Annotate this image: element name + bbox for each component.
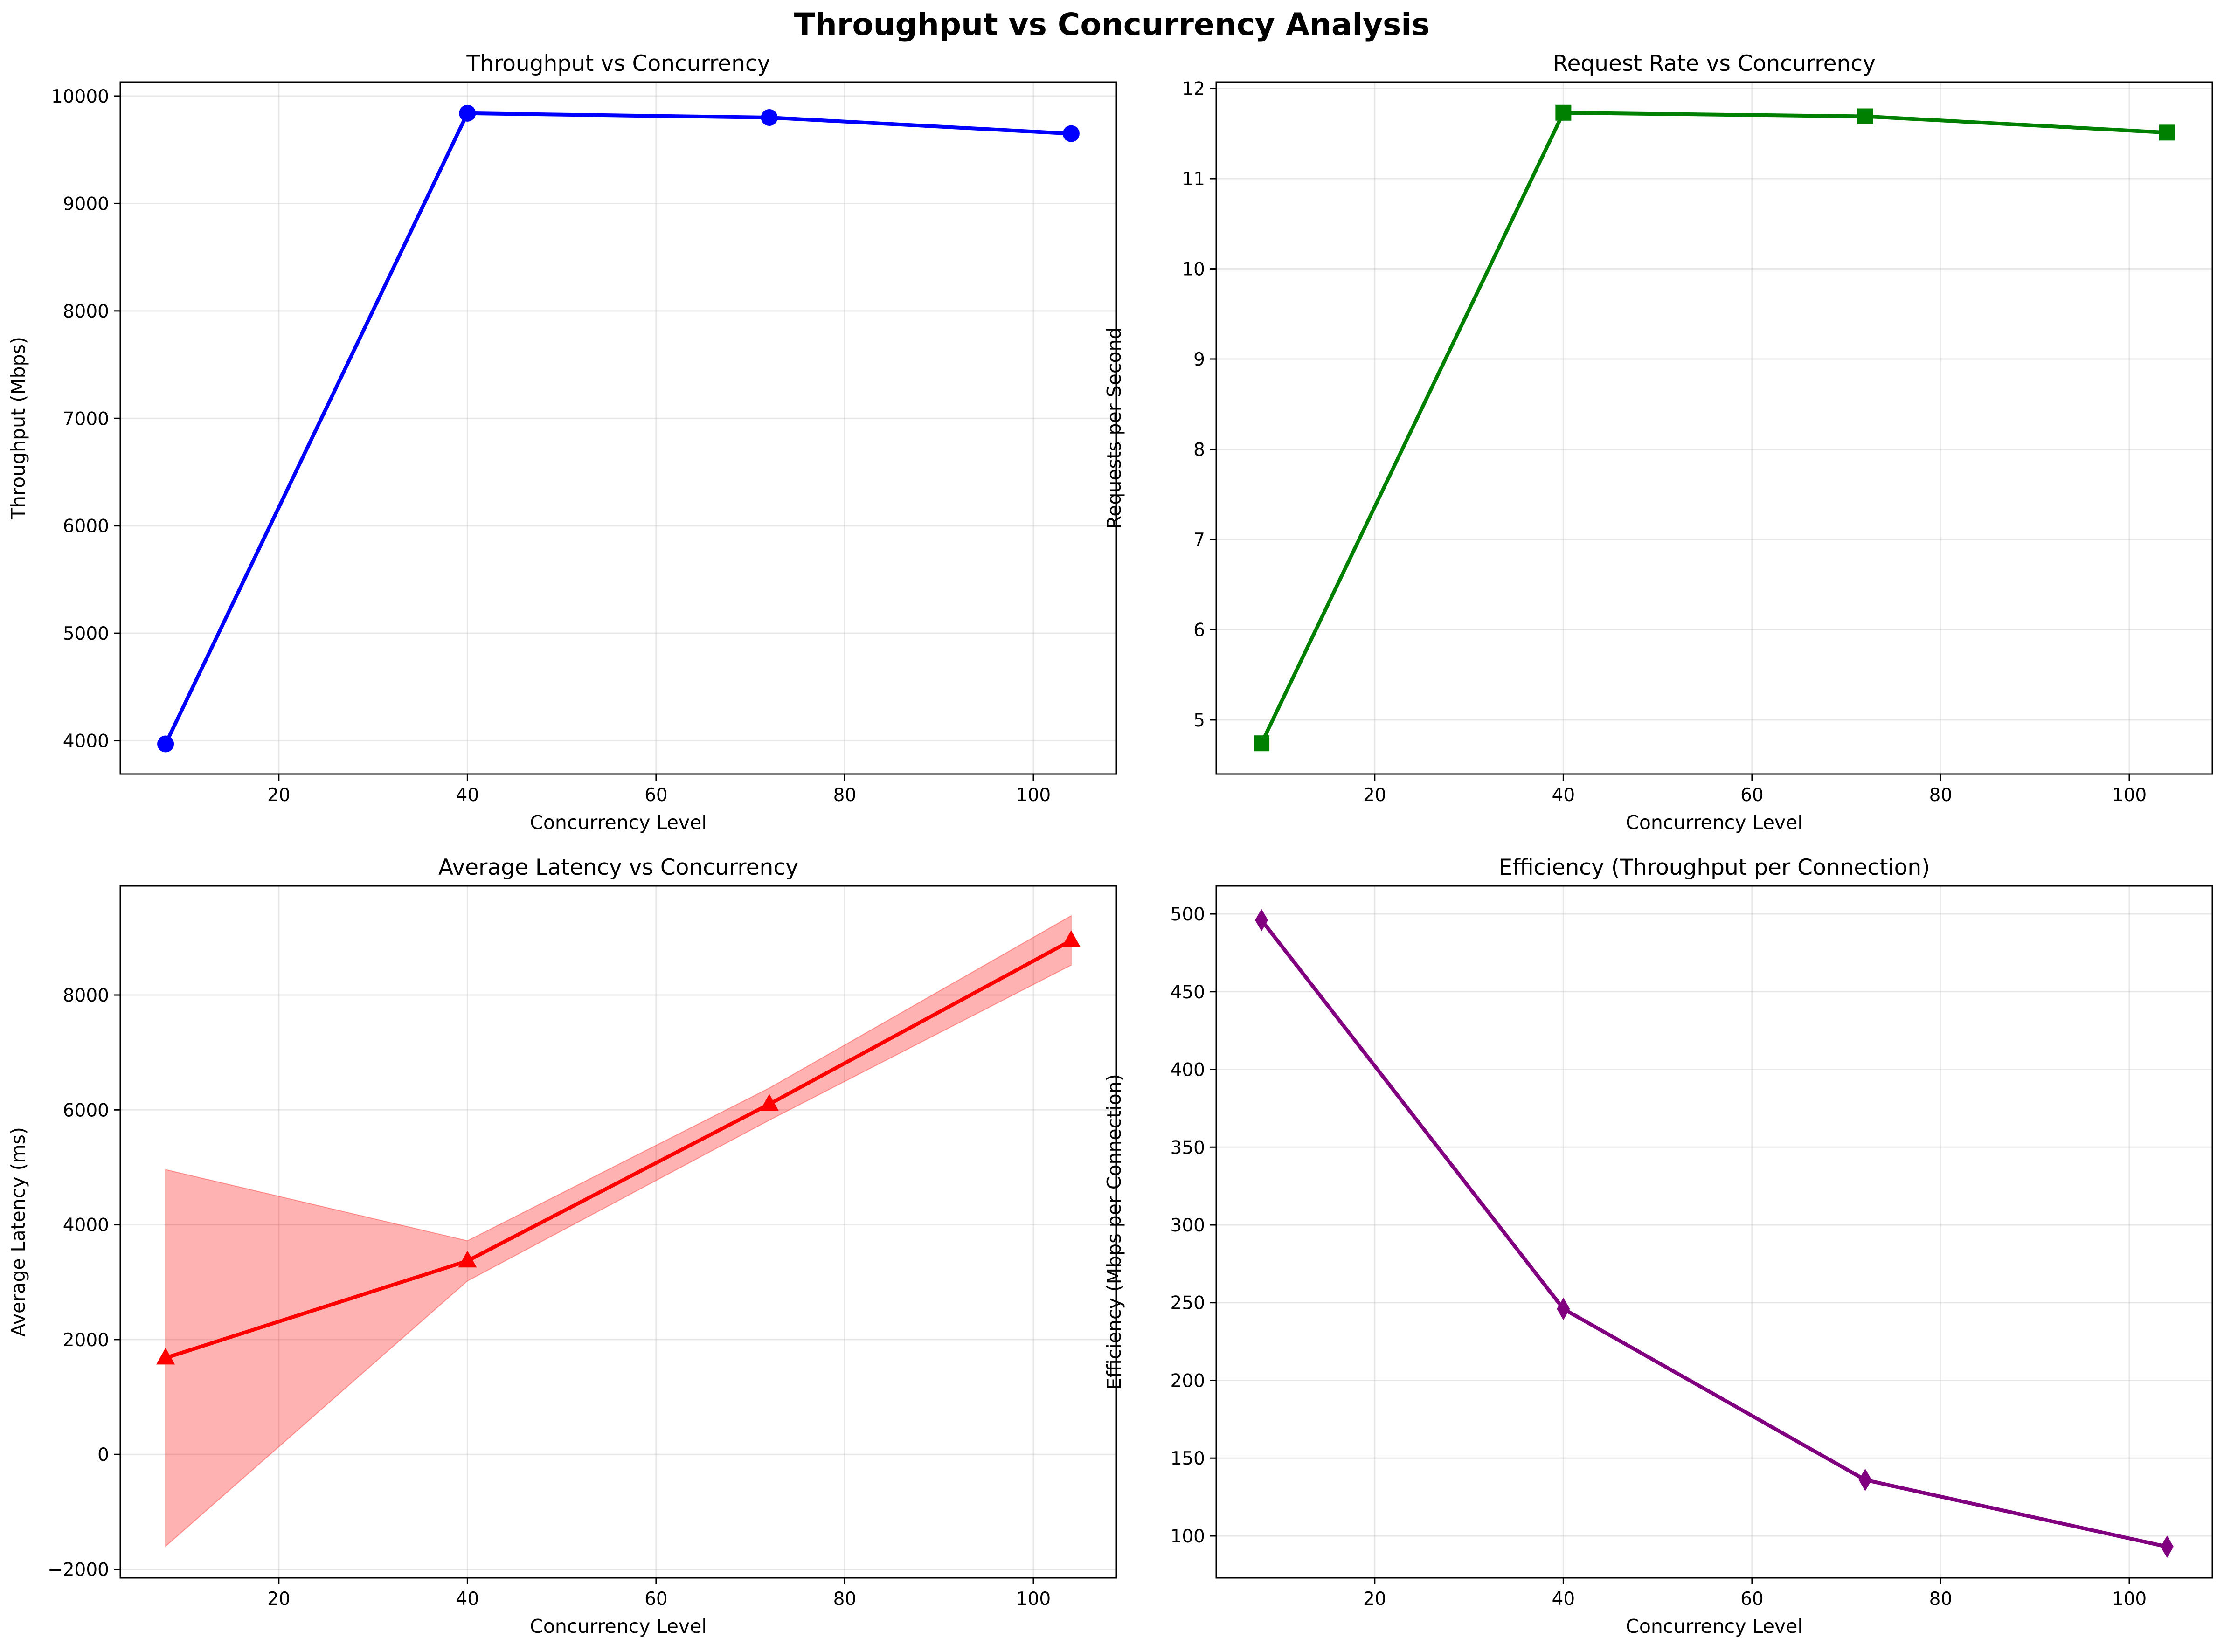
request-rate-axes-frame <box>1215 81 2213 775</box>
request-rate-ytick-label: 8 <box>1193 439 1205 460</box>
latency-xtick-label: 20 <box>267 1589 291 1610</box>
request-rate-xtick-label: 100 <box>2112 785 2147 806</box>
latency-ylabel: Average Latency (ms) <box>7 1127 29 1337</box>
throughput-xlabel: Concurrency Level <box>530 811 707 834</box>
throughput-series-line <box>164 111 1072 745</box>
request-rate-xtick-label: 20 <box>1363 785 1386 806</box>
throughput-ytick-label: 9000 <box>63 194 109 214</box>
request-rate-data-point <box>1857 108 1873 124</box>
efficiency-ytick-label: 450 <box>1171 982 1205 1003</box>
throughput-title: Throughput vs Concurrency <box>466 51 770 76</box>
latency-data-point <box>760 1093 779 1111</box>
latency-data-point <box>1061 930 1081 947</box>
latency-ytick-label: 0 <box>97 1445 109 1465</box>
throughput-data-point <box>761 109 778 126</box>
throughput-ytick-label: 7000 <box>63 408 109 429</box>
latency-xtick-label: 60 <box>644 1589 668 1610</box>
latency-ytick-label: 6000 <box>63 1100 109 1121</box>
efficiency-data-point <box>1858 1468 1872 1491</box>
request-rate-ytick-label: 12 <box>1182 79 1205 100</box>
request-rate-panel: 20 40 60 80 100 5 6 7 8 9 10 11 12 Request Rate vs Co… <box>1103 51 2213 834</box>
efficiency-data-point <box>2160 1535 2174 1558</box>
latency-data-point <box>156 1348 175 1365</box>
latency-title: Average Latency vs Concurrency <box>438 855 798 880</box>
throughput-xtick-label: 60 <box>644 785 668 806</box>
request-rate-data-point <box>2159 124 2175 141</box>
latency-ytick-label: −2000 <box>48 1560 109 1581</box>
latency-data-point <box>458 1251 477 1268</box>
efficiency-xtick-label: 80 <box>1929 1589 1953 1610</box>
efficiency-title: Efficiency (Throughput per Connection) <box>1499 855 1930 880</box>
throughput-xtick-label: 100 <box>1016 785 1051 806</box>
latency-xlabel: Concurrency Level <box>530 1615 707 1638</box>
request-rate-ylabel: Requests per Second <box>1103 327 1125 529</box>
latency-xtick-label: 40 <box>456 1589 479 1610</box>
efficiency-xtick-label: 100 <box>2112 1589 2147 1610</box>
request-rate-ytick-label: 7 <box>1193 530 1205 551</box>
throughput-ytick-label: 4000 <box>63 731 109 752</box>
throughput-ytick-label: 8000 <box>63 301 109 322</box>
throughput-ytick-label: 6000 <box>63 516 109 537</box>
efficiency-xtick-label: 20 <box>1363 1589 1386 1610</box>
request-rate-xtick-label: 80 <box>1929 785 1953 806</box>
efficiency-ytick-label: 200 <box>1171 1370 1205 1391</box>
throughput-ytick-label: 10000 <box>51 86 109 107</box>
efficiency-ytick-label: 250 <box>1171 1293 1205 1314</box>
throughput-data-point <box>459 104 476 122</box>
request-rate-ytick-label: 6 <box>1193 620 1205 641</box>
throughput-ylabel: Throughput (Mbps) <box>7 337 29 520</box>
latency-xtick-label: 100 <box>1016 1589 1051 1610</box>
efficiency-xlabel: Concurrency Level <box>1626 1615 1803 1638</box>
latency-ytick-label: 2000 <box>63 1330 109 1351</box>
efficiency-ytick-label: 100 <box>1171 1526 1205 1547</box>
latency-error-band <box>165 915 1072 1548</box>
efficiency-data-point <box>1255 909 1268 932</box>
throughput-xtick-label: 80 <box>833 785 857 806</box>
throughput-ytick-label: 5000 <box>63 623 109 644</box>
efficiency-ytick-label: 500 <box>1171 904 1205 925</box>
throughput-data-point <box>1062 125 1080 142</box>
latency-ytick-label: 8000 <box>63 985 109 1006</box>
latency-series-line <box>165 939 1072 1360</box>
efficiency-panel: 20 40 60 80 100 100 150 200 250 300 350 400 450 500 Ef… <box>1103 855 2213 1638</box>
figure-title: Throughput vs Concurrency Analysis <box>794 7 1430 42</box>
throughput-panel: 20 40 60 80 100 4000 5000 6000 7000 8000 9000 10000… <box>7 51 1117 834</box>
request-rate-ytick-label: 9 <box>1193 349 1205 370</box>
request-rate-data-point <box>1254 735 1270 752</box>
throughput-axes-frame <box>119 81 1117 775</box>
request-rate-title: Request Rate vs Concurrency <box>1553 51 1876 76</box>
latency-xtick-label: 80 <box>833 1589 857 1610</box>
request-rate-ytick-label: 10 <box>1182 259 1205 280</box>
latency-axes-frame <box>119 885 1117 1579</box>
throughput-data-point <box>157 735 174 753</box>
efficiency-xtick-label: 60 <box>1740 1589 1764 1610</box>
request-rate-xlabel: Concurrency Level <box>1626 811 1803 834</box>
efficiency-ytick-label: 300 <box>1171 1215 1205 1236</box>
latency-ytick-label: 4000 <box>63 1215 109 1236</box>
throughput-xtick-label: 40 <box>456 785 479 806</box>
request-rate-ytick-label: 5 <box>1193 710 1205 731</box>
request-rate-series-line <box>1260 111 2168 744</box>
throughput-xtick-label: 20 <box>267 785 291 806</box>
request-rate-ytick-label: 11 <box>1182 169 1205 190</box>
efficiency-xtick-label: 40 <box>1552 1589 1575 1610</box>
request-rate-xtick-label: 60 <box>1740 785 1764 806</box>
efficiency-axes-frame <box>1215 885 2213 1579</box>
efficiency-ytick-label: 350 <box>1171 1137 1205 1158</box>
latency-panel: 20 40 60 80 100 −2000 0 2000 4000 6000 8000 Average… <box>7 855 1117 1638</box>
efficiency-data-point <box>1557 1298 1570 1320</box>
request-rate-xtick-label: 40 <box>1552 785 1575 806</box>
efficiency-ytick-label: 400 <box>1171 1060 1205 1081</box>
efficiency-ylabel: Efficiency (Mbps per Connection) <box>1103 1074 1125 1389</box>
request-rate-data-point <box>1555 104 1572 121</box>
efficiency-series-line <box>1260 919 2168 1549</box>
efficiency-ytick-label: 150 <box>1171 1448 1205 1469</box>
